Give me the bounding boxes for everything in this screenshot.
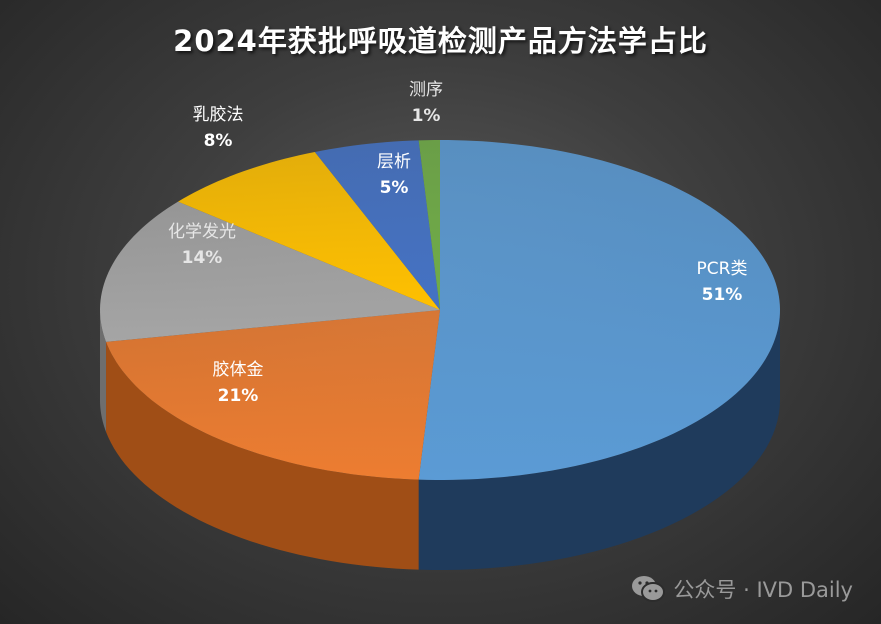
- chart-title: 2024年获批呼吸道检测产品方法学占比: [173, 24, 708, 58]
- data-label-4: 层析 5%: [377, 149, 411, 201]
- pie-side-2: [100, 310, 107, 432]
- watermark-text: 公众号 · IVD Daily: [673, 578, 853, 602]
- label-percent: 5%: [379, 178, 409, 198]
- label-percent: 21%: [217, 386, 259, 406]
- pie-side-0: [418, 310, 780, 570]
- pie-slice-1: [106, 310, 440, 480]
- watermark: 公众号 · IVD Daily: [631, 574, 853, 604]
- wechat-icon: [632, 576, 666, 602]
- label-percent: 8%: [203, 131, 233, 151]
- label-category: 测序: [409, 80, 443, 100]
- label-category: 乳胶法: [192, 105, 244, 125]
- data-label-1: 胶体金 21%: [213, 357, 264, 409]
- label-percent: 14%: [181, 248, 223, 268]
- pie-slice-3: [178, 151, 440, 310]
- pie-sides: [100, 310, 780, 570]
- data-label-5: 测序 1%: [409, 77, 443, 129]
- pie-slice-2: [100, 201, 440, 342]
- label-category: 层析: [377, 152, 411, 172]
- label-percent: 51%: [701, 285, 743, 305]
- pie-slice-4: [314, 140, 440, 310]
- data-label-0: PCR类 51%: [697, 256, 748, 308]
- label-category: 化学发光: [168, 222, 236, 242]
- label-category: 胶体金: [212, 360, 264, 380]
- pie-slice-5: [418, 140, 440, 310]
- label-category: PCR类: [696, 259, 748, 279]
- data-label-3: 乳胶法 8%: [193, 102, 244, 154]
- data-label-2: 化学发光 14%: [168, 219, 236, 271]
- pie-side-1: [106, 341, 419, 570]
- label-percent: 1%: [411, 106, 441, 126]
- pie-slice-0: [418, 140, 780, 480]
